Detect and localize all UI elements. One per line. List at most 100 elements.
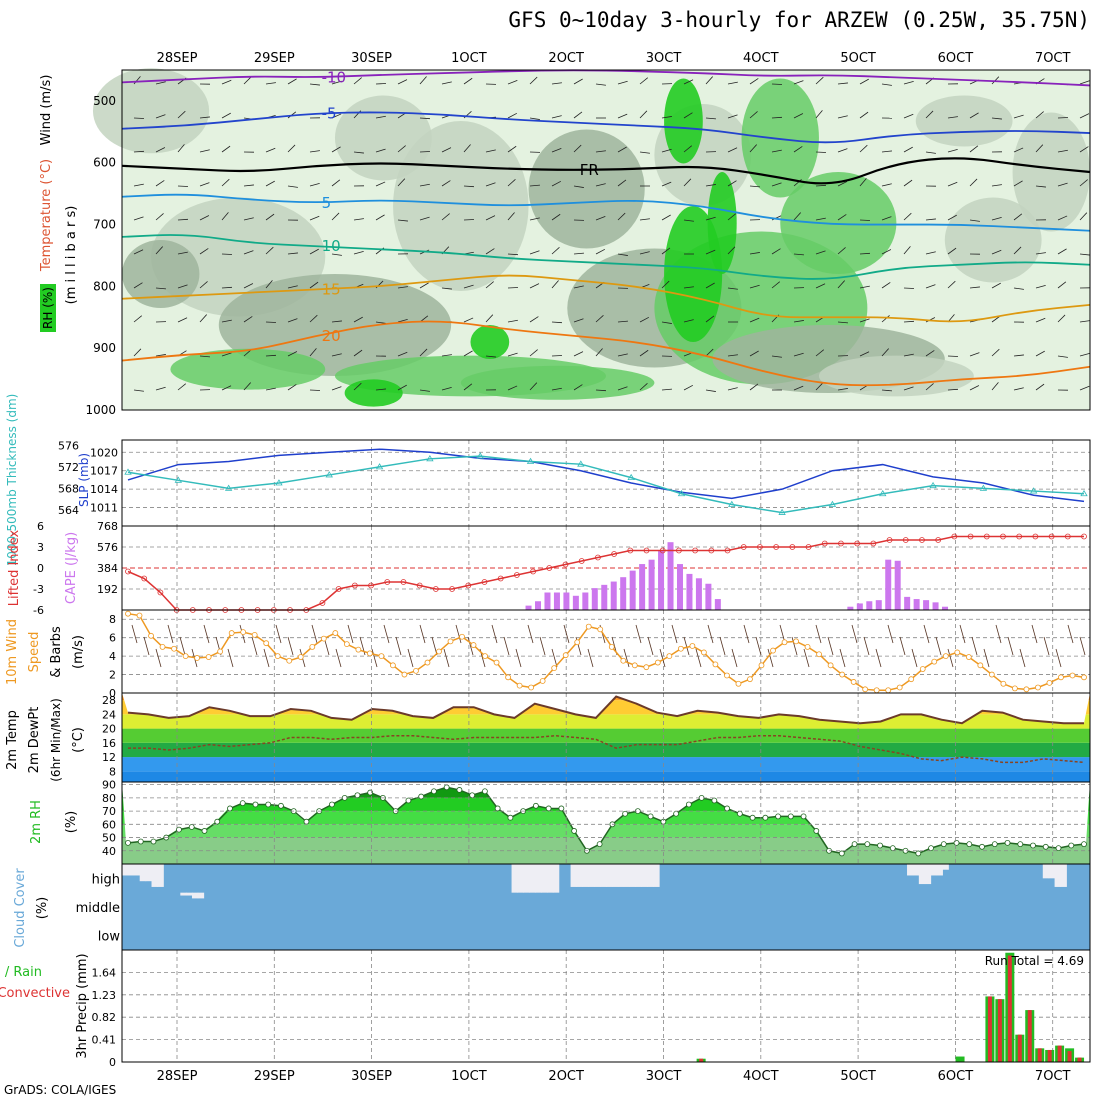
- data-point: [902, 537, 909, 543]
- isotherm-label: -5: [322, 104, 337, 122]
- wind-barb: [767, 648, 774, 668]
- wind-barb: [275, 624, 282, 644]
- data-point: [1064, 533, 1071, 540]
- data-point: [224, 484, 233, 491]
- data-point: [354, 792, 361, 799]
- data-point: [712, 661, 719, 668]
- data-point: [879, 489, 887, 497]
- thickness-tick-label: 568: [58, 482, 79, 495]
- wind-barb: [463, 284, 474, 289]
- wind-barb: [551, 82, 562, 85]
- wind-barb: [991, 348, 1000, 357]
- data-point: [265, 801, 272, 808]
- data-point: [1029, 487, 1038, 494]
- wind-barb: [243, 76, 252, 85]
- wind-barb: [529, 117, 540, 120]
- wind-barb: [683, 384, 694, 391]
- wind-barb: [243, 184, 254, 187]
- wind-barb: [1057, 355, 1068, 358]
- cloud-level-label: high: [92, 872, 120, 887]
- wind-barb: [749, 111, 758, 119]
- wind-barb: [859, 252, 871, 255]
- wind-barb: [683, 112, 693, 119]
- isotherm-label: 20: [322, 327, 341, 345]
- data-point: [530, 568, 536, 575]
- wind-barb: [309, 215, 320, 221]
- wind-barb: [203, 624, 210, 644]
- data-point: [736, 810, 743, 817]
- wind-barb: [617, 80, 628, 85]
- data-point: [647, 813, 654, 820]
- data-point: [545, 805, 552, 812]
- wind-axis-label-2: Speed: [27, 632, 42, 673]
- cloud-clear-cell: [197, 892, 205, 899]
- wind-barb: [455, 624, 462, 644]
- wind-barb: [1079, 146, 1089, 153]
- cloud-clear-cell: [1054, 864, 1061, 887]
- cloud-clear-cell: [122, 864, 129, 876]
- wind-barb: [287, 351, 298, 357]
- wind-barb: [595, 183, 606, 187]
- wind-barb: [705, 348, 714, 357]
- wind-barb: [133, 389, 144, 392]
- cloud-clear-cell: [907, 864, 914, 876]
- wind-barb: [705, 117, 716, 120]
- wind-barb: [859, 285, 870, 289]
- wind-barb: [903, 320, 915, 323]
- chart-title: GFS 0~10day 3-hourly for ARZEW (0.25W, 3…: [508, 8, 1090, 32]
- data-point: [1081, 533, 1087, 540]
- data-point: [1000, 680, 1007, 687]
- wind-barb: [683, 219, 694, 222]
- temp-tick-label: 24: [102, 708, 116, 721]
- wind-barb: [243, 283, 254, 289]
- thickness-line: [127, 455, 1085, 514]
- wind-barb: [551, 148, 562, 153]
- data-point: [931, 658, 938, 665]
- data-point: [320, 635, 327, 642]
- wind-barb: [243, 217, 254, 221]
- data-point: [355, 646, 362, 653]
- wind-barb: [661, 388, 672, 391]
- wind-barb: [1013, 114, 1024, 119]
- wind-barb: [507, 112, 518, 119]
- wind-barb: [573, 78, 583, 85]
- wind-barb: [727, 114, 738, 119]
- data-point: [447, 638, 454, 645]
- rh-region: [944, 197, 1042, 283]
- cloud-clear-cell: [139, 864, 147, 882]
- wind-barb: [177, 218, 189, 221]
- temp-tick-label: 16: [102, 737, 116, 750]
- wind-barb: [815, 217, 826, 221]
- data-point: [413, 667, 419, 674]
- wind-barb: [287, 185, 298, 188]
- wind-barb: [595, 216, 606, 221]
- wind-barb: [133, 183, 144, 187]
- data-point: [551, 665, 558, 671]
- wind-barb: [1035, 350, 1045, 357]
- wind-barb: [991, 382, 999, 391]
- rh-region: [915, 95, 1013, 147]
- data-point: [335, 586, 342, 592]
- wind-barb: [815, 110, 823, 119]
- wind-barb: [881, 315, 890, 323]
- cape-axis-label: CAPE (J/kg): [64, 532, 79, 604]
- rh-region: [780, 172, 897, 274]
- wind-barb: [221, 253, 233, 255]
- data-point: [278, 802, 284, 809]
- wind-barb: [221, 178, 230, 187]
- wind-barb: [1035, 185, 1046, 188]
- data-point: [928, 845, 934, 852]
- wind-barb: [639, 316, 650, 323]
- data-point: [513, 572, 520, 578]
- li-axis-label: Lifted Index: [7, 529, 22, 606]
- wind-barb: [265, 147, 276, 153]
- data-point: [627, 547, 634, 554]
- thickness-tick-label: 564: [58, 504, 79, 517]
- cape-bar: [695, 578, 702, 610]
- cape-bar: [866, 601, 873, 610]
- date-label-bottom: 28SEP: [157, 1069, 198, 1084]
- data-point: [182, 653, 189, 660]
- temp-axis-label-3: (6hr Min/Max): [49, 698, 63, 782]
- precip-tick-label: 0.82: [92, 1011, 117, 1024]
- cloud-clear-cell: [517, 864, 524, 893]
